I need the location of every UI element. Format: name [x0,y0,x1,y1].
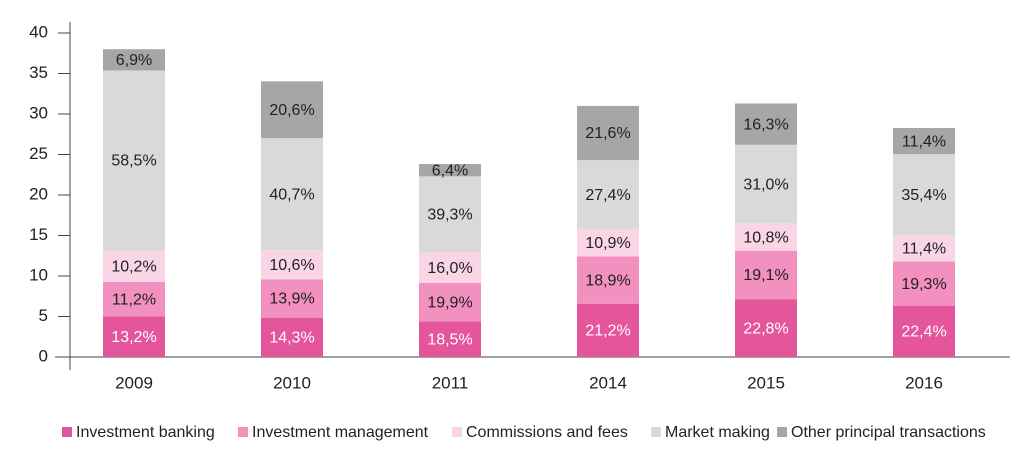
x-tick-label: 2016 [905,373,943,392]
x-tick-label: 2009 [115,373,153,392]
bar-segment [261,81,323,139]
x-tick-label: 2011 [432,373,469,392]
data-label: 58,5% [111,153,156,170]
y-tick-label: 20 [29,184,48,203]
legend-swatch [777,427,787,437]
bar-segment [419,252,481,283]
legend-label: Investment banking [76,424,215,441]
y-tick-label: 15 [29,225,48,244]
bar-segment [893,305,955,357]
legend-label: Market making [665,424,770,441]
bar-segment [893,127,955,155]
y-tick-label: 25 [29,144,48,163]
data-label: 14,3% [269,330,314,347]
data-label: 22,4% [901,324,946,341]
data-label: 21,6% [585,125,630,142]
bar-segment [893,154,955,236]
data-label: 18,5% [427,331,472,348]
data-label: 40,7% [269,186,314,203]
x-tick-label: 2014 [589,373,627,392]
bar-segment [419,321,481,357]
bar-segment [261,317,323,357]
legend-swatch [452,427,462,437]
data-label: 19,1% [743,267,788,284]
bar-segment [735,144,797,224]
bar-segment [261,138,323,251]
bar-segment [261,250,323,280]
bar-segment [577,105,639,161]
bar-segment [893,261,955,306]
data-label: 6,4% [432,162,468,179]
legend-swatch [651,427,661,437]
data-label: 18,9% [585,272,630,289]
data-label: 11,4% [902,133,946,150]
bar-segment [103,250,165,282]
bar-segment [735,299,797,357]
data-label: 19,3% [901,276,946,293]
y-tick-label: 5 [39,306,48,325]
legend-label: Commissions and fees [466,424,628,441]
bar-segment [577,256,639,304]
bar-segment [735,250,797,300]
bar-segment [577,303,639,357]
bar-segment [577,228,639,257]
data-label: 10,9% [585,235,630,252]
bar-segment [103,281,165,317]
data-label: 16,3% [743,116,788,133]
data-label: 31,0% [743,176,788,193]
data-label: 27,4% [585,187,630,204]
data-label: 21,2% [585,323,630,340]
bar-segment [103,316,165,357]
legend-label: Other principal transactions [791,424,986,441]
x-tick-label: 2015 [747,373,785,392]
data-label: 10,8% [743,229,788,246]
bar-segment [261,279,323,318]
y-tick-label: 35 [29,63,48,82]
data-label: 19,9% [427,294,472,311]
data-label: 35,4% [901,187,946,204]
y-tick-label: 40 [29,22,48,41]
data-label: 10,2% [111,258,156,275]
data-label: 16,0% [427,260,472,277]
bar-segment [103,70,165,251]
y-tick-label: 10 [29,265,48,284]
bar-segment [103,49,165,71]
bar-segment [893,235,955,262]
data-label: 11,2% [112,291,156,308]
bar-segment [577,160,639,229]
legend-label: Investment management [252,424,429,441]
bar-segment [735,223,797,251]
bar-segment [735,103,797,145]
data-label: 13,9% [269,291,314,308]
bar-segment [419,282,481,322]
data-label: 20,6% [269,102,314,119]
y-tick-label: 30 [29,103,48,122]
legend-swatch [238,427,248,437]
y-tick-label: 0 [39,346,48,365]
data-label: 11,4% [902,241,946,258]
data-label: 39,3% [427,206,472,223]
bar-segment [419,176,481,253]
data-label: 6,9% [116,52,152,69]
x-tick-label: 2010 [273,373,311,392]
data-label: 10,6% [269,257,314,274]
data-label: 13,2% [111,329,156,346]
legend-swatch [62,427,72,437]
bar-segment [419,164,481,177]
data-label: 22,8% [743,320,788,337]
